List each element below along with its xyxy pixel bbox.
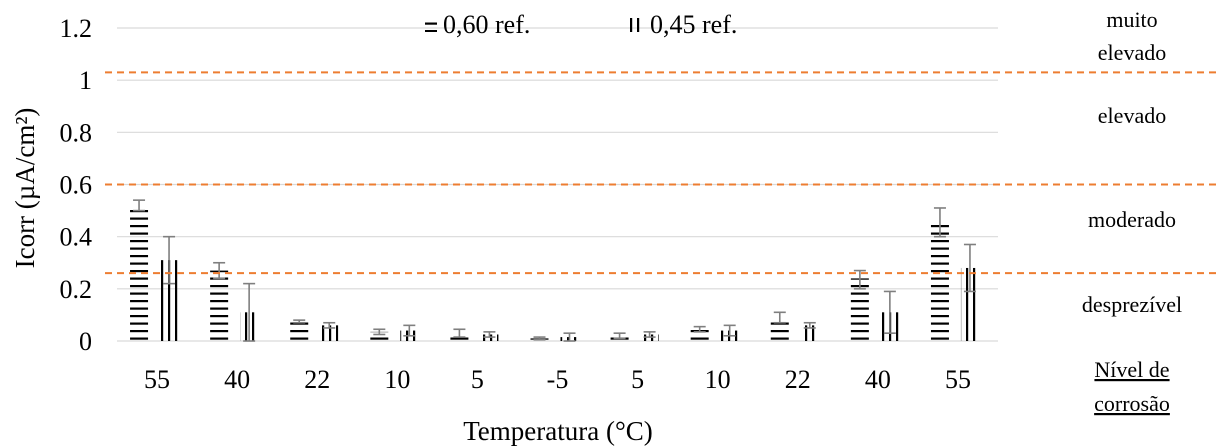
y-tick-label: 0.6 — [60, 171, 93, 200]
bar-ref-045 — [160, 260, 179, 341]
x-tick-label: 40 — [865, 365, 891, 394]
bar-ref-045 — [800, 325, 819, 341]
bar-ref-060 — [690, 329, 709, 341]
x-tick-label: 5 — [631, 365, 644, 394]
legend-swatch-ref-045 — [628, 18, 640, 32]
zone-label: corrosão — [1094, 391, 1170, 416]
y-axis-label: Icorr (µA/cm²) — [10, 108, 40, 269]
bar-ref-045 — [320, 325, 339, 341]
x-tick-label: 10 — [384, 365, 410, 394]
y-tick-label: 0.8 — [60, 118, 93, 147]
y-tick-label: 1 — [79, 66, 92, 95]
x-tick-label: 10 — [705, 365, 731, 394]
threshold-lines — [105, 71, 1218, 275]
x-tick-label: 5 — [471, 365, 484, 394]
bar-ref-060 — [290, 321, 309, 341]
x-tick-label: 22 — [304, 365, 330, 394]
y-tick-label: 0 — [79, 327, 92, 356]
bar-ref-060 — [130, 205, 149, 341]
y-tick-label: 1.2 — [60, 14, 93, 43]
x-tick-label: 40 — [224, 365, 250, 394]
legend-label: 0,60 ref. — [443, 10, 530, 39]
bar-ref-060 — [370, 331, 389, 341]
x-tick-label: -5 — [547, 365, 569, 394]
bar-ref-060 — [210, 270, 229, 341]
zone-label: elevado — [1098, 40, 1166, 65]
y-tick-label: 0.4 — [60, 223, 93, 252]
x-axis-label: Temperatura (°C) — [463, 416, 653, 446]
zone-label: muito — [1106, 7, 1157, 32]
labels: 0 0.2 0.4 0.6 0.8 1 1.2 55 40 22 10 5 -5 5 10 22 40 55 Tem… — [10, 7, 1182, 446]
bar-ref-045 — [960, 267, 979, 341]
x-tick-label: 22 — [785, 365, 811, 394]
x-tick-label: 55 — [945, 365, 971, 394]
error-bars — [133, 199, 976, 342]
legend-swatch-ref-060 — [425, 18, 437, 32]
legend-label: 0,45 ref. — [650, 10, 737, 39]
bar-ref-060 — [930, 223, 949, 341]
x-tick-label: 55 — [144, 365, 170, 394]
zone-label: desprezível — [1082, 292, 1182, 317]
zone-label: Nível de — [1094, 357, 1169, 382]
zone-label: elevado — [1098, 103, 1166, 128]
y-tick-label: 0.2 — [60, 275, 93, 304]
zone-label: moderado — [1088, 207, 1176, 232]
bar-ref-060 — [850, 278, 869, 341]
